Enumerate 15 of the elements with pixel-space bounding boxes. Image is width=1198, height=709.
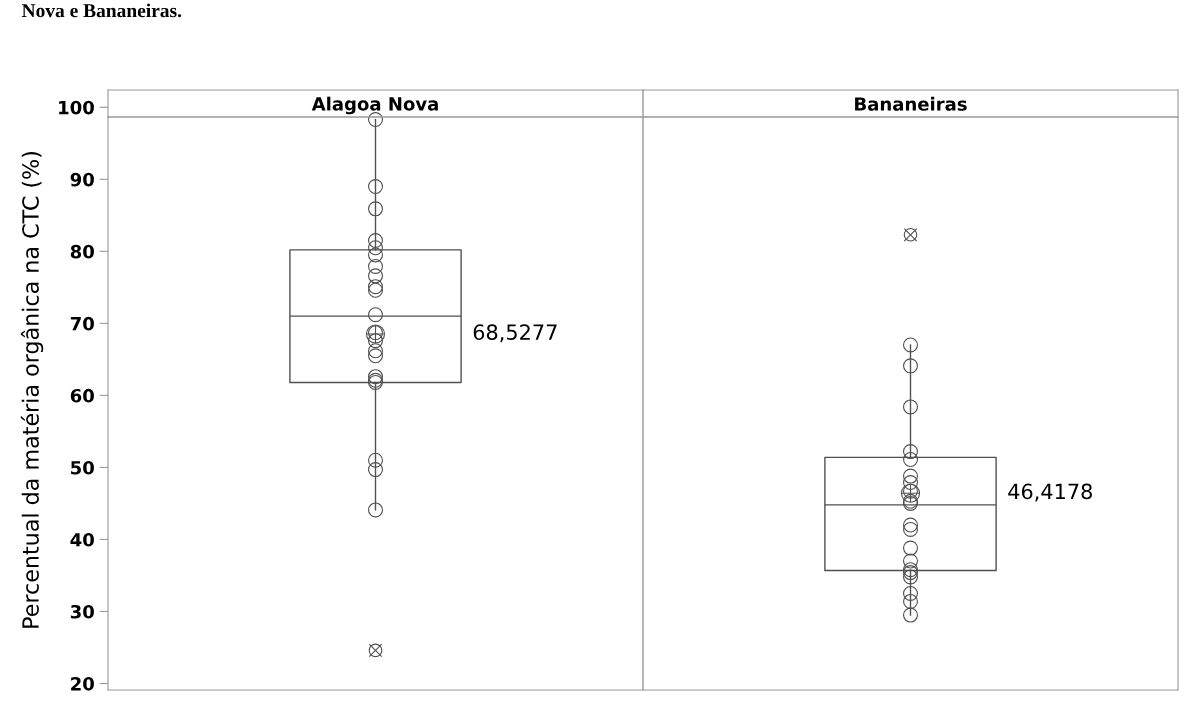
annotation: 68,5277 (473, 324, 557, 343)
y-tick-label: 90 (70, 172, 94, 187)
text: Nova e Bananeiras. (21, 3, 182, 18)
y-tick-label: 20 (71, 676, 94, 691)
x-tick-label: Bananeiras (855, 96, 967, 111)
y-tick-label: 50 (71, 460, 94, 475)
annotation: 46,4178 (1008, 483, 1092, 502)
y-axis-title: Percentual da matéria orgânica na CTC (%) (20, 152, 44, 628)
y-tick-label: 80 (70, 244, 94, 259)
x-tick-label: Alagoa Nova (311, 96, 438, 115)
y-tick-label: 40 (70, 532, 94, 547)
y-tick-label: 60 (70, 388, 94, 403)
y-tick-label: 70 (70, 316, 94, 331)
y-tick-label: 30 (70, 604, 94, 619)
y-tick-label: 100 (59, 100, 94, 115)
